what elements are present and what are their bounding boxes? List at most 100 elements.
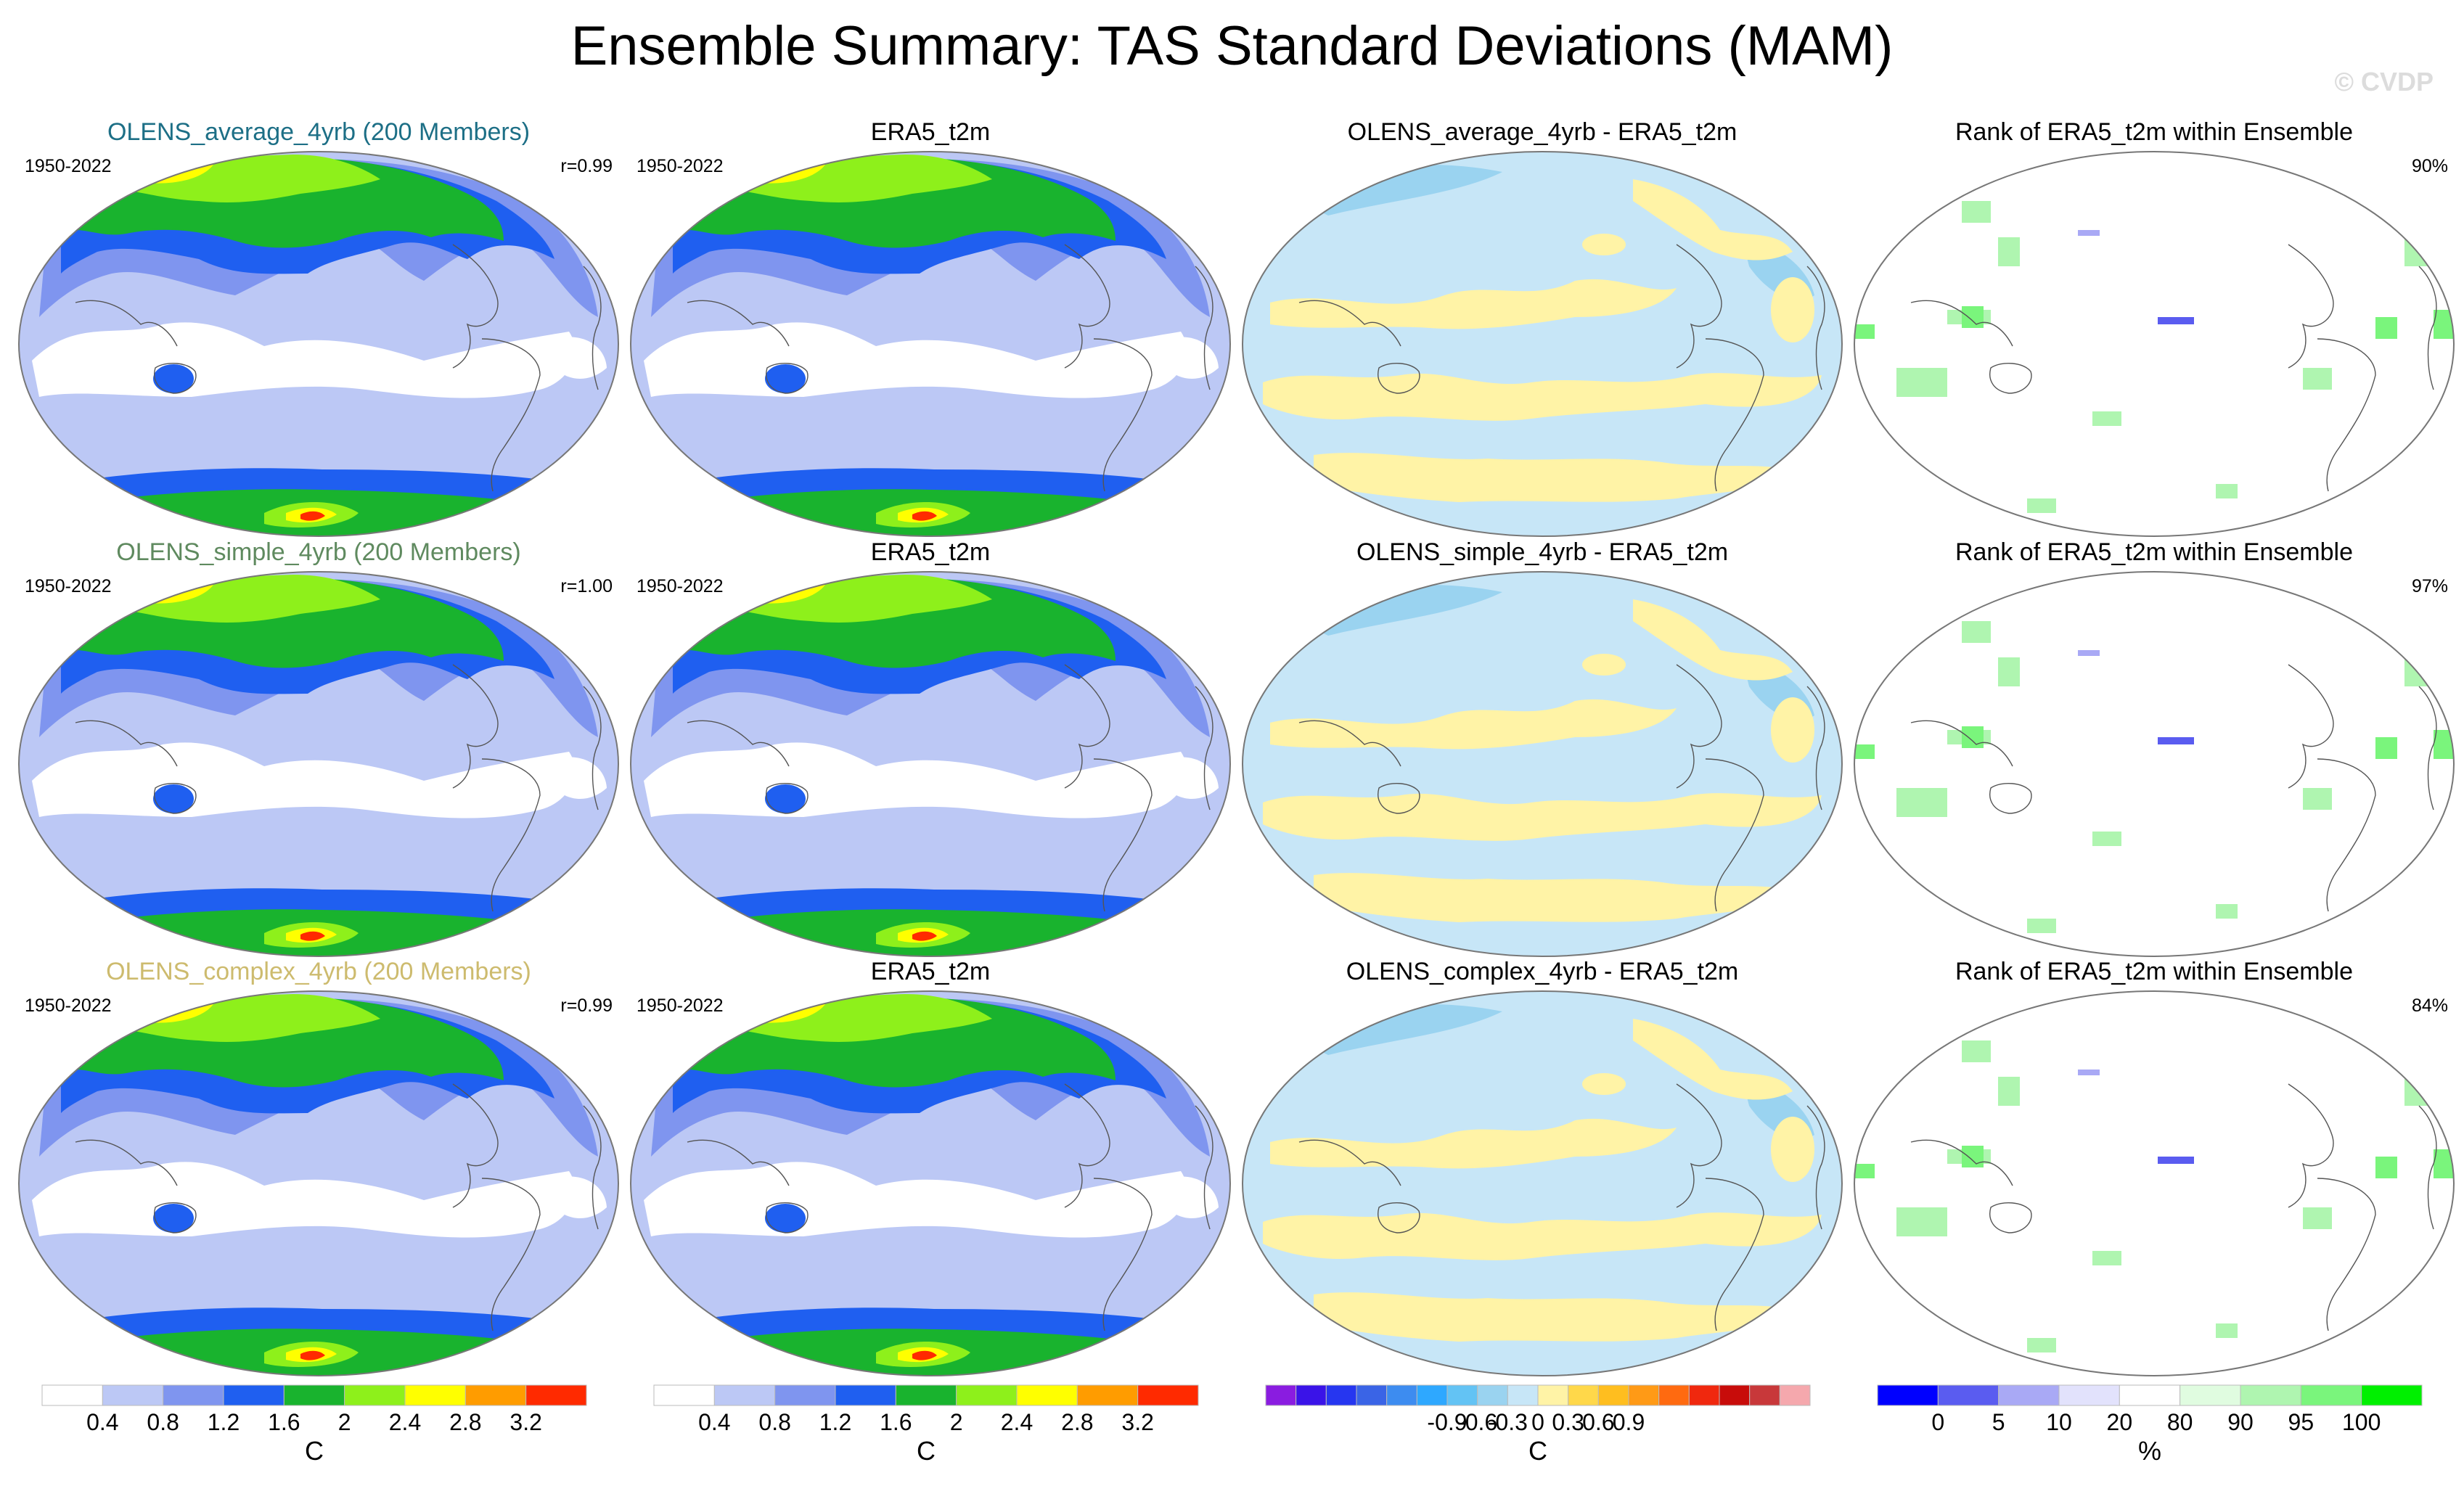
year-range: 1950-2022 [25,996,112,1016]
colorbar-unit: C [305,1436,324,1466]
colorbar-swatch [895,1384,957,1406]
colorbar-tick-label: 2.4 [389,1409,421,1435]
rank-percent: 90% [2411,156,2448,176]
panel-ensemble-complex: OLENS_complex_4yrb (200 Members) 1950-20… [10,958,627,1377]
colorbar-unit: % [2137,1436,2162,1466]
colorbar-swatch [1325,1384,1357,1406]
colorbar-swatch [1877,1384,1939,1406]
panel-ensemble-simple: OLENS_simple_4yrb (200 Members) 1950-202… [10,538,627,958]
colorbar-tick-label: 90 [2227,1409,2254,1435]
panel-title: OLENS_average_4yrb (200 Members) [107,118,531,146]
year-range: 1950-2022 [637,156,724,176]
colorbar-swatch [41,1384,103,1406]
colorbar-tick-label: 0 [1531,1409,1544,1435]
panel-title: Rank of ERA5_t2m within Ensemble [1955,958,2354,985]
world-map [1241,150,1843,538]
colorbar-swatch [2240,1384,2301,1406]
panel-title: OLENS_complex_4yrb (200 Members) [106,958,531,985]
panel-obs-row3: ERA5_t2m 1950-2022 [622,958,1239,1377]
colorbar-swatch [1137,1384,1199,1406]
colorbar-swatch [1477,1384,1508,1406]
rank-percent: 97% [2411,576,2448,596]
colorbar-tick-label: 0.6 [1582,1409,1614,1435]
pattern-correlation: r=0.99 [560,996,613,1016]
colorbar-swatch [956,1384,1018,1406]
panel-title: Rank of ERA5_t2m within Ensemble [1955,538,2354,566]
colorbar-swatch [1779,1384,1811,1406]
colorbar-swatch [1356,1384,1388,1406]
colorbar-swatch [1446,1384,1478,1406]
colorbar-swatch [835,1384,896,1406]
colorbar-swatch [2179,1384,2241,1406]
watermark: © CVDP [2334,67,2434,97]
colorbar-tick-label: 0.9 [1613,1409,1645,1435]
world-map [1241,990,1843,1377]
panel-rank-complex: Rank of ERA5_t2m within Ensemble 84% [1846,958,2463,1377]
colorbar-tick-label: 2.8 [449,1409,481,1435]
panel-title: ERA5_t2m [870,958,991,985]
colorbar-tick-label: 0.4 [698,1409,730,1435]
colorbar-swatch [404,1384,466,1406]
pattern-correlation: r=0.99 [560,156,613,176]
colorbar-tick-label: 5 [1992,1409,2005,1435]
panel-title: OLENS_simple_4yrb (200 Members) [116,538,521,566]
colorbar-swatch [102,1384,164,1406]
colorbar-swatch [1628,1384,1660,1406]
colorbar-tick-label: 10 [2046,1409,2072,1435]
colorbar-swatch [1296,1384,1327,1406]
world-map [1853,150,2455,538]
colorbar-tick-label: 0.8 [147,1409,179,1435]
colorbar-swatch [1658,1384,1690,1406]
colorbar-swatch [1416,1384,1448,1406]
year-range: 1950-2022 [25,156,112,176]
colorbar-swatch [774,1384,836,1406]
panel-title: OLENS_average_4yrb - ERA5_t2m [1347,118,1738,146]
colorbar-swatch [1597,1384,1629,1406]
panel-rank-simple: Rank of ERA5_t2m within Ensemble 97% [1846,538,2463,958]
colorbar-swatch [1998,1384,2060,1406]
panel-title: Rank of ERA5_t2m within Ensemble [1955,118,2354,146]
year-range: 1950-2022 [25,576,112,596]
colorbar-swatch [1688,1384,1720,1406]
figure-title: Ensemble Summary: TAS Standard Deviation… [570,15,1894,77]
colorbar-tick-label: 0 [1931,1409,1944,1435]
colorbar-tick-label: 3.2 [509,1409,541,1435]
rank-percent: 84% [2411,996,2448,1016]
world-map [629,990,1232,1377]
colorbar-diff: -0.9 -0.6 -0.3 0 0.3 0.6 0.9 C [1265,1384,1811,1466]
colorbar-swatch [1749,1384,1780,1406]
colorbar-tick-label: 2.4 [1001,1409,1033,1435]
colorbar-tick-label: 95 [2288,1409,2314,1435]
panel-diff-average: OLENS_average_4yrb - ERA5_t2m [1234,118,1851,538]
colorbar-swatch [1507,1384,1539,1406]
colorbar-tick-label: 2 [338,1409,351,1435]
colorbar-std-1: 0.4 0.8 1.2 1.6 2 2.4 2.8 3.2 C [41,1384,587,1466]
colorbar-swatch [1265,1384,1297,1406]
world-map [1853,990,2455,1377]
panel-title: ERA5_t2m [870,538,991,566]
world-map [629,570,1232,958]
colorbar-tick-label: 0.8 [758,1409,790,1435]
colorbar-swatch [653,1384,715,1406]
colorbar-tick-label: 1.2 [819,1409,851,1435]
colorbar-swatch [1719,1384,1751,1406]
colorbar-tick-label: 100 [2342,1409,2381,1435]
colorbar-tick-label: 1.2 [208,1409,240,1435]
colorbar-swatch [2300,1384,2362,1406]
colorbar-swatches: 0.4 0.8 1.2 1.6 2 2.4 2.8 3.2 [41,1384,587,1435]
colorbar-std-2: 0.4 0.8 1.2 1.6 2 2.4 2.8 3.2 C [653,1384,1199,1466]
year-range: 1950-2022 [637,576,724,596]
colorbar-swatch [1568,1384,1599,1406]
panel-ensemble-average: OLENS_average_4yrb (200 Members) 1950-20… [10,118,627,538]
world-map [1241,570,1843,958]
colorbar-unit: C [1528,1436,1547,1466]
year-range: 1950-2022 [637,996,724,1016]
colorbar-rank: 0 5 10 20 80 90 95 100 % [1877,1384,2423,1466]
colorbar-swatch [525,1384,587,1406]
colorbar-swatch [1537,1384,1569,1406]
colorbar-swatch [464,1384,527,1406]
colorbar-tick-label: 1.6 [268,1409,300,1435]
colorbar-swatch [2119,1384,2181,1406]
colorbar-tick-label: -0.9 [1427,1409,1467,1435]
colorbar-tick-label: 0.3 [1552,1409,1584,1435]
